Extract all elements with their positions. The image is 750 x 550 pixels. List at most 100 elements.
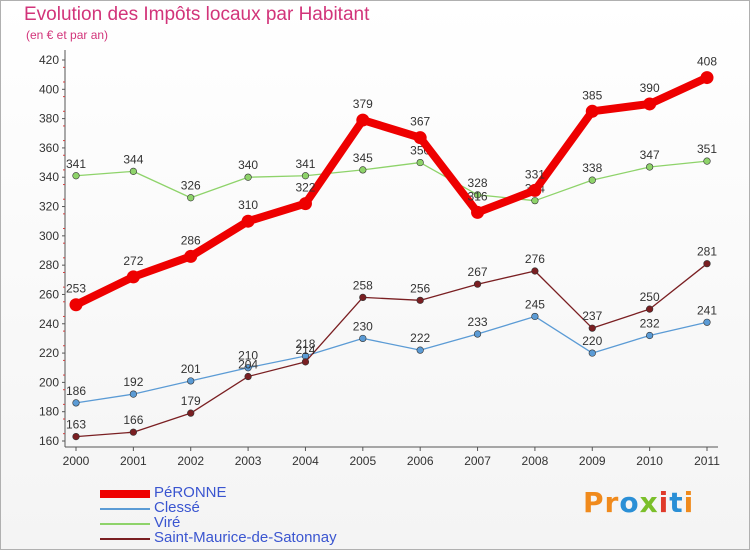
data-point	[298, 197, 312, 211]
data-point	[129, 167, 137, 175]
data-point	[646, 163, 654, 171]
y-tick-label: 220	[39, 346, 59, 360]
logo-letter: P	[583, 486, 605, 519]
legend-label: Clessé	[154, 499, 200, 516]
data-point	[531, 312, 539, 321]
data-point	[703, 157, 711, 165]
series-line	[75, 315, 708, 404]
legend-swatch-clesse	[100, 508, 150, 510]
data-label: 281	[697, 245, 717, 259]
legend-item-peronne: PéRONNE	[100, 484, 420, 502]
data-label: 230	[353, 319, 373, 333]
data-label: 328	[468, 176, 488, 190]
data-point	[471, 205, 485, 219]
data-label: 222	[410, 331, 430, 345]
legend-swatch-peronne	[100, 490, 150, 498]
data-point	[588, 324, 596, 332]
legend-label: PéRONNE	[154, 484, 227, 501]
data-label: 256	[410, 281, 430, 295]
series-line	[75, 160, 708, 202]
y-tick-label: 160	[39, 434, 59, 448]
legend-swatch-saint-maurice	[100, 538, 150, 540]
data-point	[473, 191, 482, 199]
y-tick-label: 320	[39, 200, 59, 214]
data-label: 179	[181, 394, 201, 408]
data-label: 310	[238, 198, 258, 212]
data-label: 220	[582, 334, 602, 348]
data-label: 201	[181, 362, 201, 376]
data-label: 322	[295, 181, 315, 195]
data-label: 351	[697, 142, 717, 156]
data-label: 390	[640, 81, 660, 95]
logo-letter: t	[669, 486, 684, 519]
data-point	[643, 97, 657, 111]
y-tick-label: 240	[39, 317, 59, 331]
data-point	[531, 267, 539, 275]
data-point	[356, 113, 370, 127]
x-tick-label: 2010	[636, 454, 663, 468]
data-label: 245	[525, 297, 545, 311]
data-label: 379	[353, 97, 373, 111]
legend-label: Viré	[154, 514, 181, 531]
y-tick-label: 400	[39, 82, 59, 96]
series-line	[75, 263, 708, 438]
data-point	[585, 104, 599, 118]
data-point	[244, 364, 252, 372]
data-label: 232	[640, 316, 660, 330]
data-point	[129, 390, 137, 398]
x-tick-label: 2000	[63, 454, 90, 468]
legend-item-vire: Viré	[100, 514, 420, 532]
data-label: 163	[66, 418, 86, 432]
data-point	[187, 377, 195, 385]
data-point	[187, 194, 195, 202]
x-tick-label: 2004	[292, 454, 319, 468]
logo-letter: x	[639, 486, 659, 519]
y-tick-label: 200	[39, 375, 59, 389]
data-label: 367	[410, 115, 430, 129]
data-label: 233	[468, 315, 488, 329]
data-point	[646, 305, 654, 313]
data-label: 241	[697, 303, 717, 317]
data-label: 276	[525, 252, 545, 266]
data-point	[473, 330, 482, 338]
y-tick-label: 280	[39, 258, 59, 272]
y-tick-label: 420	[39, 53, 59, 67]
data-label: 408	[697, 55, 717, 69]
legend-swatch-vire	[100, 523, 150, 525]
data-label: 331	[525, 167, 545, 181]
data-point	[359, 166, 367, 174]
data-label: 344	[123, 152, 143, 166]
data-label: 326	[181, 179, 201, 193]
logo-letter: i	[683, 486, 695, 519]
logo-letter: o	[619, 486, 640, 519]
x-tick-label: 2009	[579, 454, 606, 468]
data-label: 385	[582, 88, 602, 102]
y-tick-label: 180	[39, 405, 59, 419]
data-point	[413, 131, 427, 145]
data-point	[359, 293, 367, 301]
data-point	[244, 372, 252, 381]
y-tick-label: 260	[39, 287, 59, 301]
legend-item-clesse: Clessé	[100, 499, 420, 517]
data-point	[528, 183, 542, 197]
data-point	[646, 331, 654, 340]
x-tick-label: 2011	[694, 454, 720, 468]
data-point	[416, 296, 424, 304]
data-label: 347	[640, 148, 660, 162]
data-point	[531, 197, 539, 205]
x-tick-label: 2003	[235, 454, 262, 468]
x-tick-label: 2002	[177, 454, 204, 468]
chart-title: Evolution des Impôts locaux par Habitant	[24, 4, 370, 25]
y-tick-label: 380	[39, 112, 59, 126]
data-label: 237	[582, 309, 602, 323]
data-label: 341	[66, 157, 86, 171]
data-point	[416, 158, 424, 167]
data-label: 267	[468, 265, 488, 279]
data-label: 338	[582, 161, 602, 175]
data-point	[359, 334, 367, 343]
data-label: 345	[353, 151, 373, 165]
data-point	[301, 358, 310, 366]
data-label: 286	[181, 233, 201, 247]
data-label: 340	[238, 158, 258, 172]
